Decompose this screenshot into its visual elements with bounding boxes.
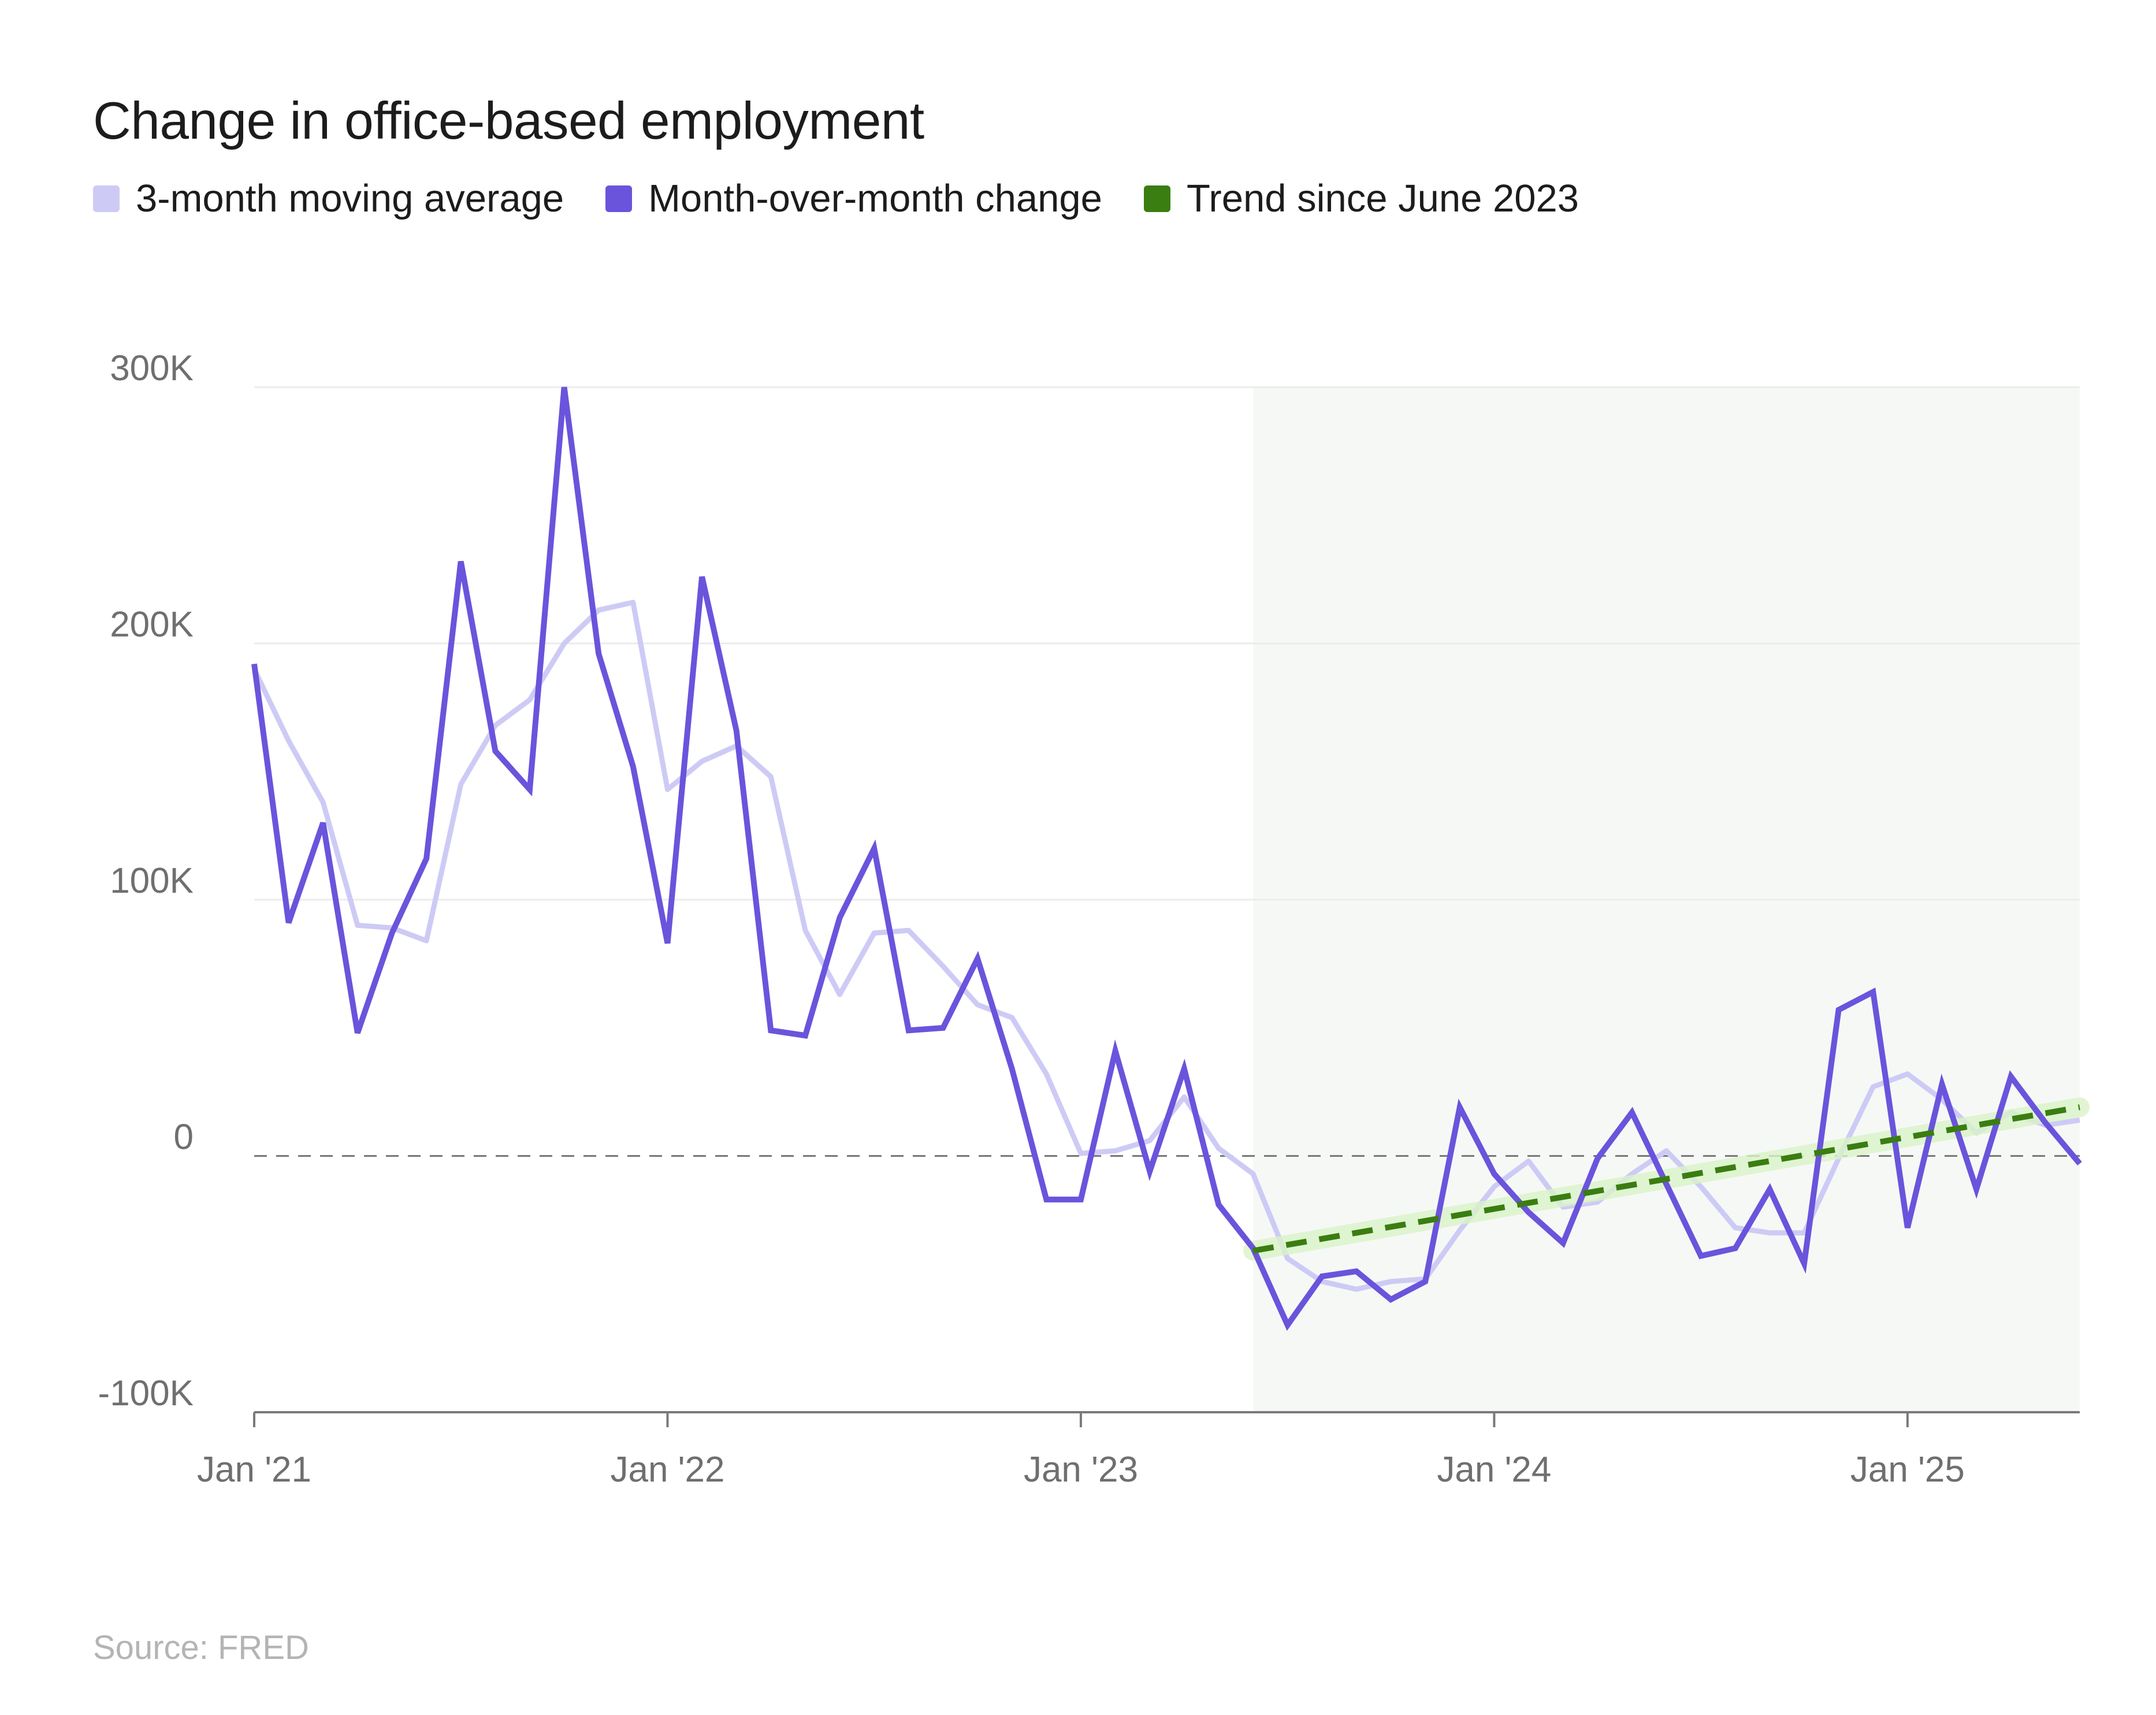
x-tick-label: Jan '21 [197, 1450, 311, 1490]
legend-swatch-month-over-month [605, 185, 633, 212]
y-tick-label: 0 [174, 1118, 194, 1157]
legend-item-moving-average: 3-month moving average [93, 176, 564, 221]
chart-title: Change in office-based employment [93, 92, 924, 150]
series-line-month-over-month [251, 387, 2082, 1331]
source-note: Source: FRED [93, 1629, 309, 1666]
y-tick-label: -100K [98, 1374, 194, 1413]
legend: 3-month moving average Month-over-month … [93, 176, 1620, 221]
y-axis-tick-labels: 300K 200K 100K 0 -100K [98, 348, 194, 1413]
legend-item-month-over-month: Month-over-month change [605, 176, 1102, 221]
legend-label-trend: Trend since June 2023 [1186, 177, 1579, 220]
legend-swatch-moving-average [93, 185, 120, 212]
x-tick-label: Jan '22 [610, 1450, 724, 1490]
grid-lines [254, 386, 2080, 901]
x-axis-ticks [253, 1412, 1909, 1427]
legend-swatch-trend [1143, 185, 1170, 212]
x-tick-label: Jan '25 [1850, 1450, 1965, 1490]
trend-line-since-june-2023 [1252, 1104, 2080, 1254]
legend-label-moving-average: 3-month moving average [136, 177, 564, 220]
y-tick-label: 300K [110, 348, 194, 388]
x-tick-label: Jan '24 [1437, 1450, 1551, 1490]
y-tick-label: 100K [110, 861, 194, 901]
legend-label-month-over-month: Month-over-month change [648, 177, 1102, 220]
x-axis-tick-labels: Jan '21 Jan '22 Jan '23 Jan '24 Jan '25 [197, 1450, 1965, 1490]
legend-item-trend: Trend since June 2023 [1143, 176, 1579, 221]
y-tick-label: 200K [110, 605, 194, 645]
x-tick-label: Jan '23 [1024, 1450, 1138, 1490]
